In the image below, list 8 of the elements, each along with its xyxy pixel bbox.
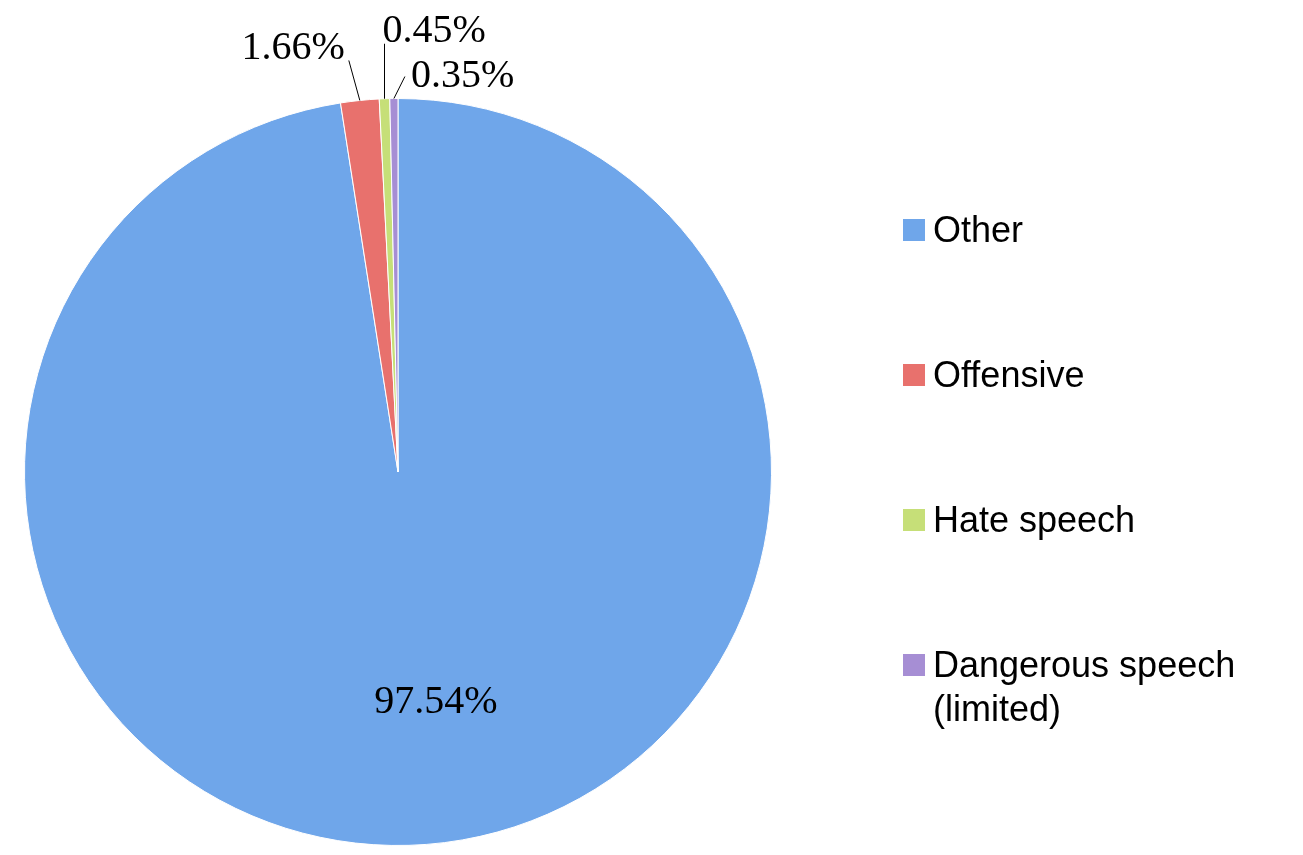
- legend-label: Hate speech: [933, 498, 1136, 542]
- data-label: 0.35%: [410, 51, 515, 97]
- data-label: 0.45%: [382, 6, 486, 52]
- data-label: 97.54%: [374, 677, 498, 723]
- data-label: 1.66%: [241, 22, 345, 68]
- legend-label: Dangerous speech (limited): [933, 643, 1237, 731]
- legend-label: Other: [933, 208, 1024, 252]
- legend-label: Offensive: [933, 353, 1085, 397]
